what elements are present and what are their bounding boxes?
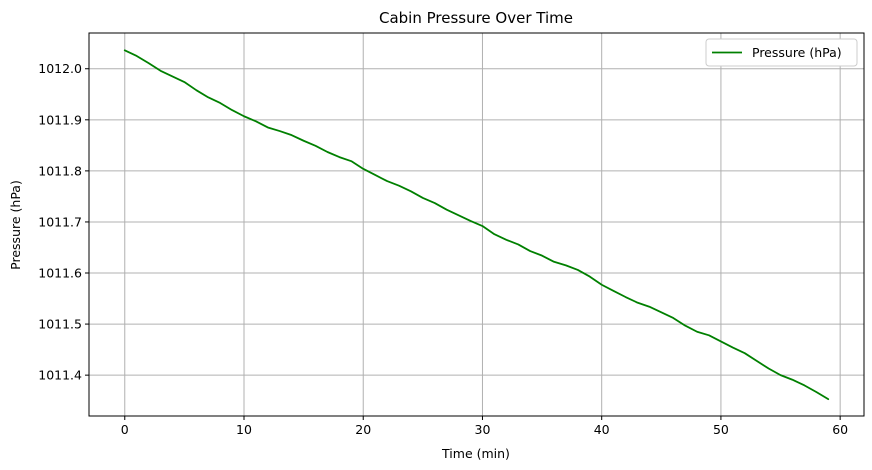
x-axis-label: Time (min) xyxy=(441,446,510,461)
series-layer xyxy=(123,49,830,401)
y-tick-label: 1011.6 xyxy=(38,266,82,281)
y-axis-label: Pressure (hPa) xyxy=(8,180,23,270)
y-tick-label: 1011.5 xyxy=(38,317,82,332)
x-tick-label: 60 xyxy=(832,422,848,437)
series-line-pressure xyxy=(123,49,830,401)
plot-area-frame xyxy=(88,32,865,417)
x-tick-label: 30 xyxy=(475,422,491,437)
y-tick-label: 1011.9 xyxy=(38,112,82,127)
y-tick-label: 1011.8 xyxy=(38,163,82,178)
legend: Pressure (hPa) xyxy=(705,38,858,67)
chart-title: Cabin Pressure Over Time xyxy=(379,9,573,27)
legend-label: Pressure (hPa) xyxy=(752,45,842,60)
x-tick-label: 0 xyxy=(121,422,129,437)
x-axis-ticks: 0 10 20 30 40 50 60 xyxy=(121,416,848,437)
x-tick-label: 10 xyxy=(236,422,252,437)
y-tick-label: 1012.0 xyxy=(38,61,82,76)
x-tick-label: 20 xyxy=(355,422,371,437)
y-tick-label: 1011.4 xyxy=(38,368,82,383)
legend-box xyxy=(705,38,858,67)
grid-layer xyxy=(89,33,864,416)
y-axis-ticks: 1011.4 1011.5 1011.6 1011.7 1011.8 1011.9 1012… xyxy=(38,61,89,383)
x-tick-label: 40 xyxy=(594,422,610,437)
x-tick-label: 50 xyxy=(713,422,729,437)
y-tick-label: 1011.7 xyxy=(38,214,82,229)
